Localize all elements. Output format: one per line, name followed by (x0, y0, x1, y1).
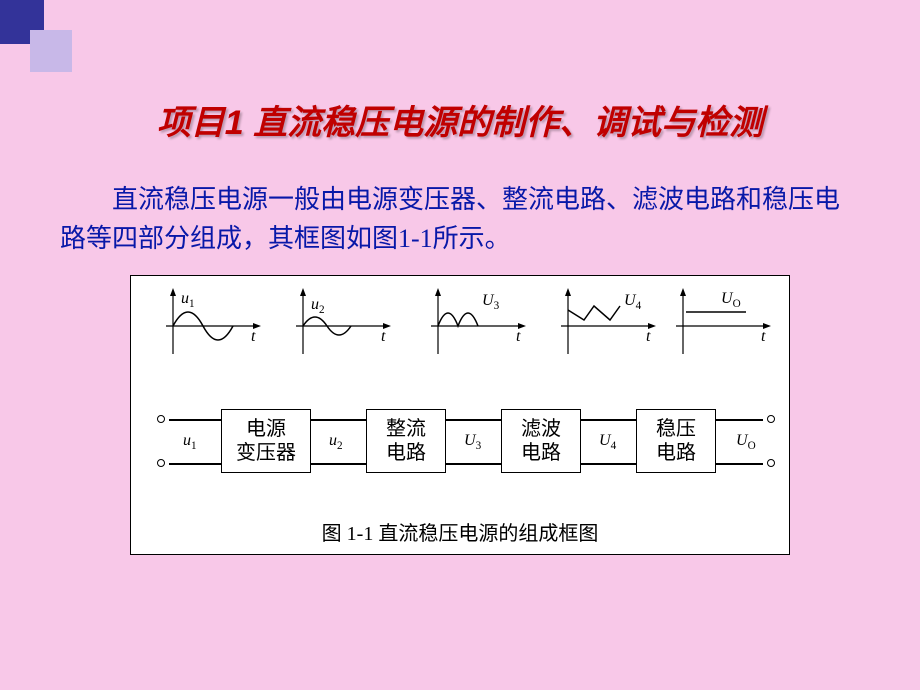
signal-label: u2 (329, 432, 343, 452)
waveform-w1: u1 t (151, 286, 271, 356)
wire (169, 463, 221, 465)
corner-accent (0, 0, 72, 72)
block-line: 整流 (386, 417, 426, 441)
terminal (157, 415, 165, 423)
waveform-w5: UO t (661, 286, 781, 356)
waveform-w4: U4 t (546, 286, 666, 356)
waveform-label: U3 (482, 292, 499, 312)
wire (311, 419, 366, 421)
signal-label: UO (736, 432, 756, 452)
waveform-label: UO (721, 290, 741, 310)
terminal (767, 459, 775, 467)
wire (716, 419, 763, 421)
block-row: 电源变压器整流电路滤波电路稳压电路u1u2U3U4UO (131, 391, 789, 501)
slide-title: 项目1 直流稳压电源的制作、调试与检测 (0, 95, 920, 144)
signal-label: u1 (183, 432, 197, 452)
block-b3: 滤波电路 (501, 409, 581, 473)
block-b1: 电源变压器 (221, 409, 311, 473)
terminal (157, 459, 165, 467)
signal-label: U3 (464, 432, 481, 452)
wire (446, 419, 501, 421)
signal-label: U4 (599, 432, 616, 452)
waveform-w2: u2 t (281, 286, 401, 356)
block-b4: 稳压电路 (636, 409, 716, 473)
axis-label: t (251, 328, 255, 346)
block-diagram: u1tu2tU3tU4tUOt 电源变压器整流电路滤波电路稳压电路u1u2U3U… (130, 275, 790, 555)
body-paragraph: 直流稳压电源一般由电源变压器、整流电路、滤波电路和稳压电路等四部分组成，其框图如… (60, 180, 860, 258)
axis-label: t (516, 328, 520, 346)
wire (581, 419, 636, 421)
wire (446, 463, 501, 465)
block-line: 电路 (521, 441, 561, 465)
axis-label: t (761, 328, 765, 346)
waveform-label: u1 (181, 290, 195, 310)
waveform-w3: U3 t (416, 286, 536, 356)
axis-label: t (646, 328, 650, 346)
block-line: 滤波 (521, 417, 561, 441)
block-line: 变压器 (236, 441, 296, 465)
block-line: 稳压 (656, 417, 696, 441)
waveform-label: u2 (311, 296, 325, 316)
waveform-label: U4 (624, 292, 641, 312)
block-line: 电源 (246, 417, 286, 441)
block-b2: 整流电路 (366, 409, 446, 473)
wire (169, 419, 221, 421)
block-line: 电路 (656, 441, 696, 465)
slide: 项目1 直流稳压电源的制作、调试与检测 直流稳压电源一般由电源变压器、整流电路、… (0, 0, 920, 690)
wire (311, 463, 366, 465)
wire (581, 463, 636, 465)
terminal (767, 415, 775, 423)
diagram-caption: 图 1-1 直流稳压电源的组成框图 (131, 517, 789, 546)
wire (716, 463, 763, 465)
axis-label: t (381, 328, 385, 346)
block-line: 电路 (386, 441, 426, 465)
waveform-row: u1 t u2 t U3 t U4 t UO t (131, 286, 789, 366)
